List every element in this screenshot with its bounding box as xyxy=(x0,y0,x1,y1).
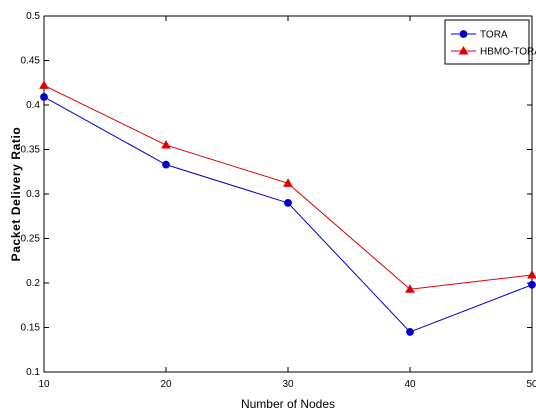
legend-items: TORA HBMO-TORA xyxy=(451,30,536,58)
legend-box xyxy=(444,19,530,65)
legend-label: HBMO-TORA xyxy=(480,47,536,58)
legend-marker xyxy=(458,45,469,55)
y-tick-label: 0.45 xyxy=(21,56,41,67)
x-axis-ticks: 10 20 30 40 50 xyxy=(38,16,536,390)
series-layer xyxy=(39,80,536,336)
data-point xyxy=(527,269,536,279)
x-tick-label: 30 xyxy=(282,379,294,390)
plot-area xyxy=(43,15,533,373)
y-tick-label: 0.3 xyxy=(26,189,40,200)
data-point xyxy=(406,328,414,336)
legend-item: HBMO-TORA xyxy=(451,45,536,58)
legend-item: TORA xyxy=(451,30,508,41)
data-point xyxy=(161,140,171,149)
y-tick-label: 0.2 xyxy=(26,278,40,289)
y-tick-label: 0.35 xyxy=(21,145,41,156)
series-hbmo-tora xyxy=(39,80,536,293)
x-axis-label: Number of Nodes xyxy=(241,397,335,411)
series-tora xyxy=(40,93,536,336)
legend: TORA HBMO-TORA xyxy=(444,19,536,65)
y-tick-label: 0.4 xyxy=(26,100,40,111)
data-point xyxy=(39,80,49,89)
x-tick-label: 40 xyxy=(404,379,416,390)
y-tick-label: 0.5 xyxy=(26,11,40,22)
data-point xyxy=(162,160,170,169)
data-point xyxy=(528,280,536,289)
x-tick-label: 10 xyxy=(38,379,50,390)
x-tick-label: 50 xyxy=(526,379,536,390)
y-tick-label: 0.25 xyxy=(21,234,41,245)
legend-marker xyxy=(459,30,468,38)
y-tick-label: 0.1 xyxy=(26,367,40,378)
legend-label: TORA xyxy=(480,30,508,41)
data-point xyxy=(40,93,48,101)
x-tick-label: 20 xyxy=(160,379,172,390)
y-axis-ticks: 0.1 0.15 0.2 0.25 0.3 0.35 0.4 0.45 0.5 xyxy=(21,11,532,378)
y-axis-label: Packet Delivery Ratio xyxy=(9,127,23,262)
data-point xyxy=(284,199,292,207)
y-tick-label: 0.15 xyxy=(21,323,41,334)
data-point xyxy=(405,284,415,293)
data-point xyxy=(283,178,293,187)
